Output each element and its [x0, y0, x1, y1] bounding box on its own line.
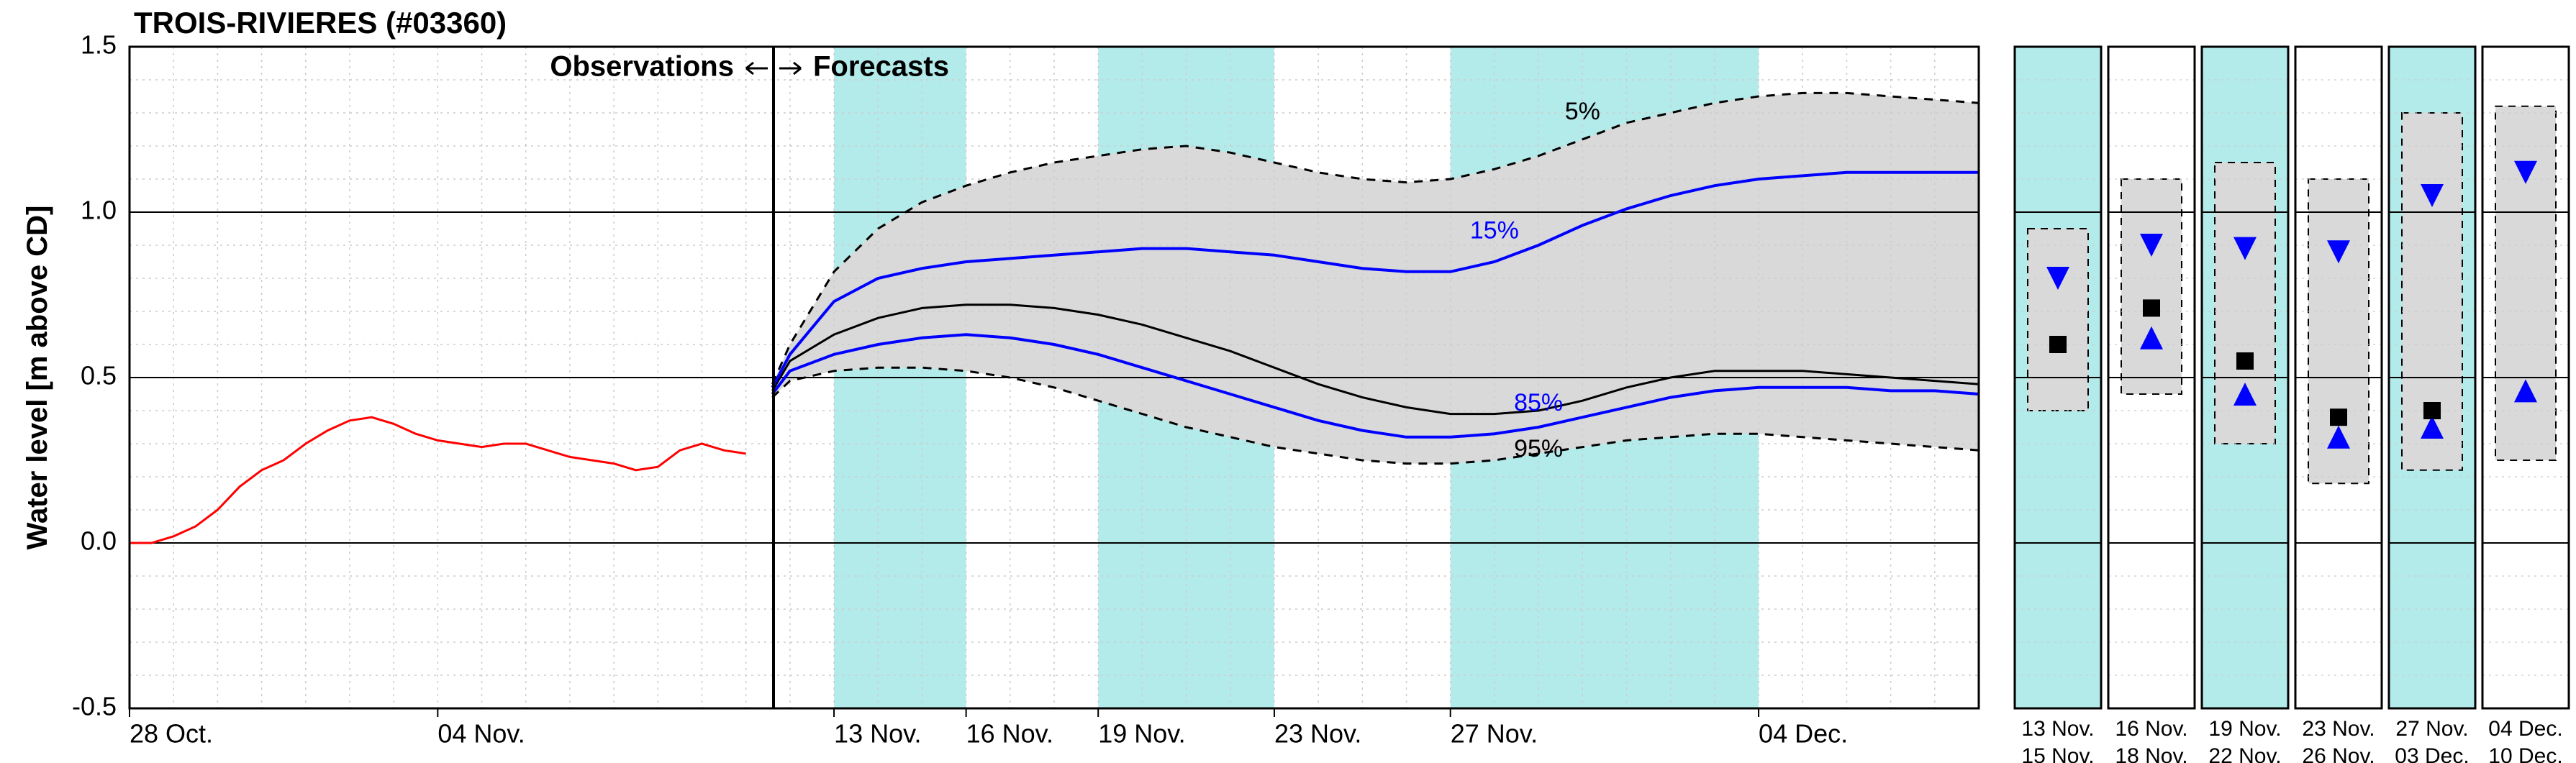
xtick-label: 04 Nov. [437, 719, 525, 749]
mini-date-top: 04 Dec. [2488, 717, 2562, 741]
square-marker-icon [2423, 402, 2441, 419]
mini-date-bottom: 03 Dec. [2395, 744, 2469, 763]
xtick-label: 27 Nov. [1451, 719, 1538, 749]
xtick-label: 13 Nov. [834, 719, 921, 749]
xtick-label: 28 Oct. [130, 719, 213, 749]
pct-label-p95: 95% [1514, 435, 1563, 462]
mini-date-top: 16 Nov. [2115, 717, 2187, 741]
xtick-label: 19 Nov. [1098, 719, 1185, 749]
ytick-label-left: 1.0 [81, 196, 117, 225]
pct-label-p5: 5% [1565, 98, 1600, 125]
xtick-label: 04 Dec. [1759, 719, 1848, 749]
ytick-label-left: 0.0 [81, 526, 117, 556]
observations-label: Observations [550, 51, 734, 83]
mini-date-bottom: 15 Nov. [2021, 744, 2094, 763]
pct-label-p85: 85% [1514, 389, 1563, 416]
mini-box [2495, 106, 2556, 460]
xtick-label: 16 Nov. [966, 719, 1053, 749]
mini-date-top: 23 Nov. [2302, 717, 2375, 741]
mini-date-bottom: 22 Nov. [2208, 744, 2281, 763]
square-marker-icon [2330, 408, 2347, 426]
ytick-label-left: 1.5 [81, 30, 117, 60]
xtick-label: 23 Nov. [1274, 719, 1361, 749]
mini-date-bottom: 26 Nov. [2302, 744, 2375, 763]
forecasts-label: Forecasts [813, 51, 949, 83]
mini-date-top: 27 Nov. [2395, 717, 2468, 741]
square-marker-icon [2143, 299, 2160, 316]
mini-date-top: 19 Nov. [2208, 717, 2281, 741]
chart-title: TROIS-RIVIERES (#03360) [134, 6, 507, 40]
chart-root: -0.5 0.0 0.5 1.0 1.5 28 Oct. 04 Nov. 13 Nov. 16 … [0, 0, 2576, 763]
pct-label-p15: 15% [1470, 217, 1519, 245]
chart-svg: -0.5 0.0 0.5 1.0 1.5 28 Oct. 04 Nov. 13 Nov. 16 … [0, 0, 2576, 763]
ytick-label-left: -0.5 [72, 692, 117, 721]
ytick-label-left: 0.5 [81, 361, 117, 390]
mini-box [2028, 229, 2088, 411]
square-marker-icon [2049, 336, 2067, 353]
mini-date-top: 13 Nov. [2021, 717, 2094, 741]
y-axis-label: Water level [m above CD] [22, 206, 53, 550]
mini-box [2121, 179, 2182, 394]
square-marker-icon [2236, 352, 2254, 370]
mini-date-bottom: 10 Dec. [2488, 744, 2562, 763]
mini-date-bottom: 18 Nov. [2115, 744, 2187, 763]
